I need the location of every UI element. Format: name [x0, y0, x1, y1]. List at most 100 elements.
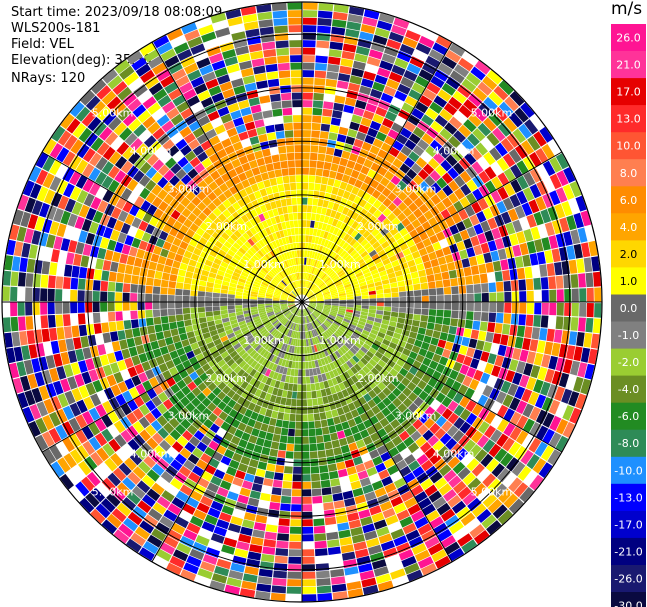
velocity-gate — [315, 328, 321, 335]
velocity-gate — [407, 337, 416, 345]
velocity-gate — [294, 323, 298, 331]
velocity-gate — [540, 315, 549, 328]
velocity-gate — [389, 368, 399, 378]
velocity-gate — [180, 107, 194, 120]
velocity-gate — [378, 236, 387, 245]
velocity-gate — [288, 322, 293, 329]
colorbar-tick-label: 6.0 — [620, 194, 638, 207]
velocity-gate — [78, 460, 92, 476]
velocity-gate — [67, 350, 78, 364]
velocity-gate — [158, 201, 169, 212]
velocity-gate — [92, 280, 101, 291]
velocity-gate — [279, 77, 291, 86]
velocity-gate — [289, 314, 294, 321]
velocity-gate — [361, 302, 369, 306]
velocity-gate — [353, 432, 363, 442]
velocity-gate — [317, 222, 324, 230]
velocity-gate — [345, 505, 358, 515]
velocity-gate — [312, 286, 319, 292]
velocity-gate — [184, 62, 199, 75]
velocity-gate — [350, 366, 358, 375]
velocity-gate — [265, 235, 272, 244]
velocity-gate — [272, 224, 279, 232]
velocity-gate — [298, 361, 302, 369]
velocity-gate — [212, 297, 220, 302]
velocity-gate — [338, 437, 348, 447]
velocity-gate — [163, 193, 174, 205]
velocity-gate — [63, 277, 71, 289]
velocity-gate — [258, 19, 273, 28]
velocity-gate — [179, 224, 189, 235]
velocity-gate — [88, 221, 99, 234]
velocity-gate — [242, 519, 255, 529]
velocity-gate — [423, 210, 434, 221]
velocity-gate — [49, 368, 60, 382]
velocity-gate — [394, 57, 409, 69]
velocity-gate — [312, 312, 318, 319]
velocity-gate — [134, 229, 145, 240]
velocity-gate — [261, 446, 271, 456]
velocity-gate — [492, 483, 508, 498]
velocity-gate — [304, 288, 307, 295]
velocity-gate — [321, 426, 330, 435]
velocity-gate — [371, 343, 380, 351]
velocity-gate — [70, 289, 78, 302]
velocity-gate — [496, 292, 504, 302]
velocity-gate — [351, 211, 359, 221]
velocity-gate — [279, 510, 291, 519]
velocity-gate — [405, 371, 415, 381]
velocity-gate — [385, 222, 395, 232]
velocity-gate — [393, 264, 402, 272]
velocity-gate — [454, 64, 470, 78]
velocity-gate — [367, 127, 378, 138]
velocity-gate — [298, 227, 302, 235]
velocity-gate — [359, 387, 368, 396]
velocity-gate — [388, 321, 397, 328]
velocity-gate — [204, 146, 216, 157]
velocity-gate — [453, 480, 467, 494]
velocity-gate — [508, 112, 523, 128]
velocity-gate — [208, 181, 219, 191]
velocity-gate — [24, 197, 36, 213]
velocity-gate — [198, 358, 208, 367]
velocity-gate — [290, 55, 302, 63]
velocity-gate — [500, 137, 514, 153]
velocity-gate — [283, 115, 293, 123]
velocity-gate — [377, 166, 388, 177]
velocity-gate — [266, 311, 274, 316]
velocity-gate — [402, 397, 413, 408]
velocity-gate — [256, 414, 265, 423]
velocity-gate — [88, 436, 102, 451]
velocity-gate — [381, 377, 391, 387]
velocity-gate — [278, 358, 284, 366]
velocity-gate — [257, 231, 265, 239]
velocity-gate — [285, 221, 291, 229]
velocity-gate — [451, 310, 459, 319]
velocity-gate — [287, 10, 302, 18]
velocity-gate — [220, 309, 228, 315]
velocity-gate — [521, 140, 535, 155]
velocity-gate — [293, 466, 302, 474]
velocity-gate — [262, 211, 270, 220]
velocity-gate — [257, 373, 265, 382]
velocity-gate — [169, 321, 178, 330]
velocity-gate — [555, 418, 569, 435]
velocity-gate — [232, 326, 241, 332]
velocity-gate — [281, 293, 289, 297]
velocity-gate — [533, 131, 547, 147]
velocity-gate — [551, 342, 561, 357]
velocity-gate — [302, 444, 310, 452]
velocity-gate — [352, 332, 360, 339]
velocity-gate — [348, 193, 357, 202]
velocity-gate — [220, 455, 232, 466]
velocity-gate — [65, 338, 75, 351]
velocity-gate — [559, 217, 570, 233]
velocity-gate — [331, 377, 339, 386]
velocity-gate — [323, 322, 330, 329]
velocity-gate — [122, 477, 136, 491]
velocity-gate — [466, 311, 474, 320]
velocity-gate — [346, 209, 355, 218]
velocity-gate — [325, 372, 332, 380]
velocity-gate — [408, 151, 420, 163]
velocity-gate — [308, 282, 312, 289]
